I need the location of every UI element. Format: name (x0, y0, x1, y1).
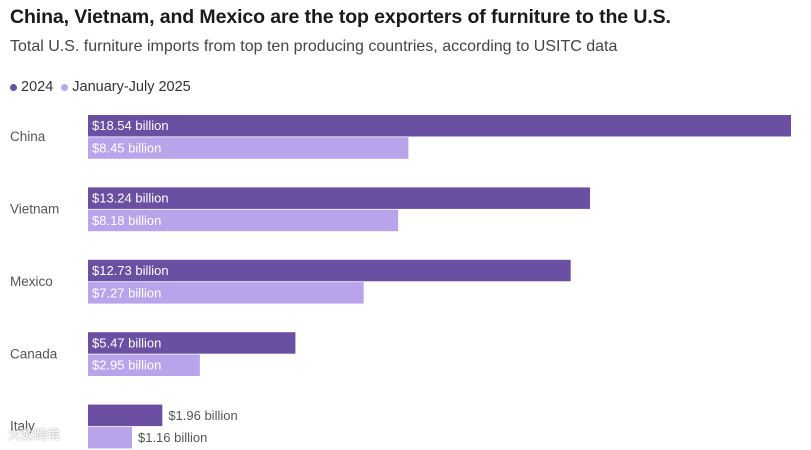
bar-canada-2025 (88, 354, 200, 376)
watermark: 大数跨境 (8, 427, 61, 442)
legend-label-2025: January-July 2025 (72, 79, 191, 95)
category-label-vietnam: Vietnam (10, 201, 59, 216)
bar-mexico-2024 (88, 259, 571, 282)
data-label-italy-2025: $1.16 billion (138, 430, 207, 445)
data-label-china-2024: $18.54 billion (92, 118, 169, 133)
bar-vietnam-2024 (88, 187, 591, 209)
legend: 2024 January-July 2025 (10, 79, 199, 95)
category-label-italy: Italy (10, 419, 35, 434)
legend-swatch-2024 (10, 83, 17, 91)
chart-title: China, Vietnam, and Mexico are the top e… (10, 6, 671, 28)
bar-canada-2024 (88, 332, 296, 354)
legend-swatch-2025 (61, 83, 69, 91)
data-label-italy-2024: $1.96 billion (168, 408, 237, 423)
bar-italy-2025 (88, 426, 132, 449)
chart-subtitle: Total U.S. furniture imports from top te… (10, 38, 618, 55)
data-label-canada-2025: $2.95 billion (92, 358, 161, 373)
bar-china-2025 (88, 137, 409, 159)
category-label-china: China (10, 129, 46, 144)
legend-item-2024: 2024 (10, 79, 53, 95)
legend-label-2024: 2024 (21, 79, 54, 95)
data-label-mexico-2024: $12.73 billion (92, 263, 169, 278)
data-label-canada-2024: $5.47 billion (92, 335, 161, 350)
bar-mexico-2025 (88, 282, 364, 304)
data-label-vietnam-2024: $13.24 billion (92, 191, 169, 206)
bar-italy-2024 (88, 404, 163, 427)
bar-vietnam-2025 (88, 209, 399, 232)
category-label-canada: Canada (10, 346, 58, 361)
bar-china-2024 (88, 115, 791, 137)
data-label-mexico-2025: $7.27 billion (92, 285, 161, 300)
data-label-vietnam-2025: $8.18 billion (92, 213, 161, 228)
legend-item-2025: January-July 2025 (61, 79, 191, 95)
category-label-mexico: Mexico (10, 274, 53, 289)
data-label-china-2025: $8.45 billion (92, 140, 161, 155)
